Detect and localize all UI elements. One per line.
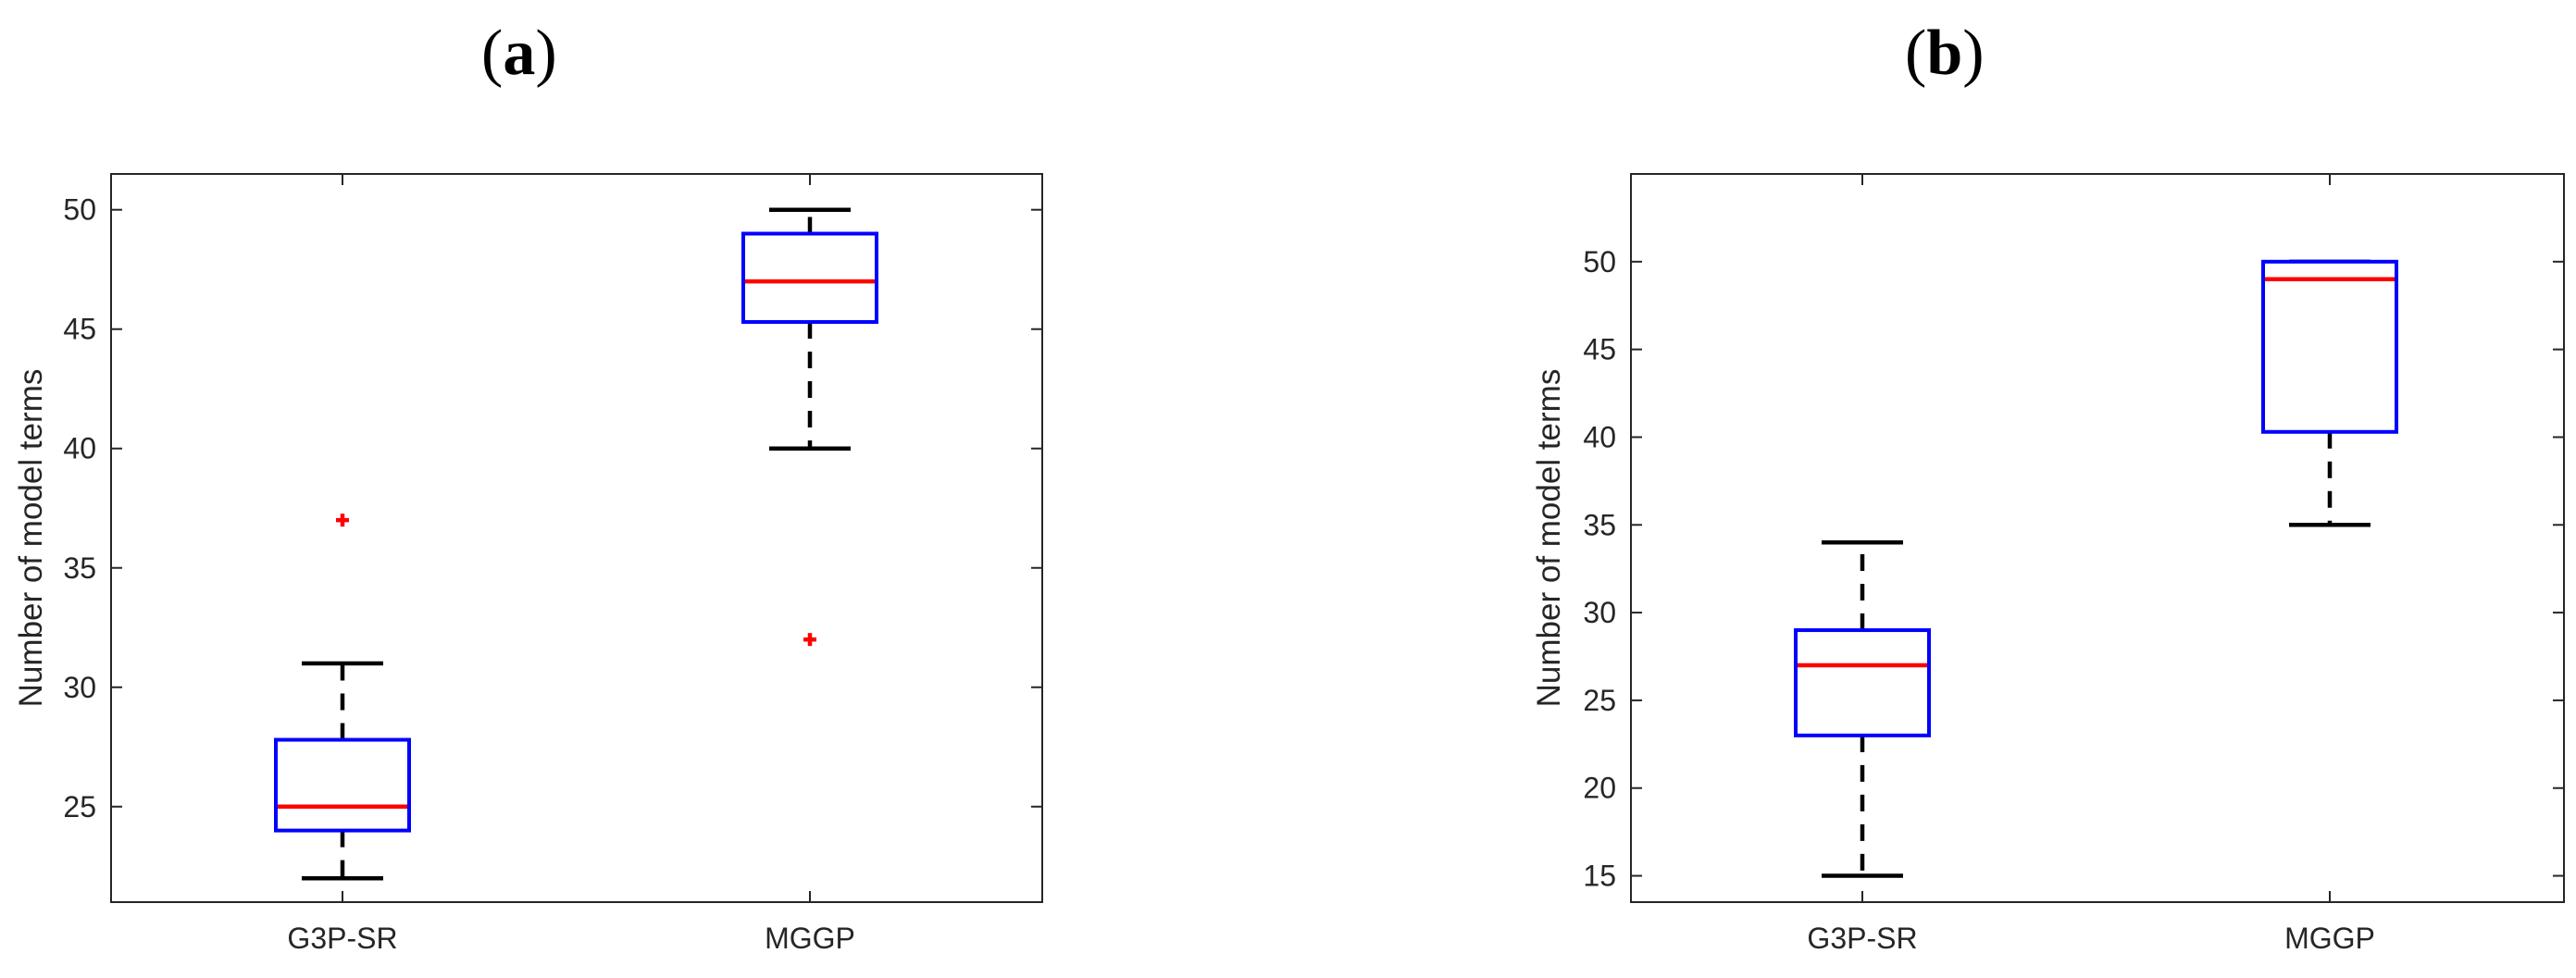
box-a-g3p-sr xyxy=(274,514,411,881)
plot-frame-a xyxy=(110,173,1043,903)
box-b-mggp xyxy=(2261,259,2398,527)
ytick-label-b: 30 xyxy=(1583,596,1616,629)
plot-frame-b xyxy=(1630,173,2565,903)
ytick-label-b: 20 xyxy=(1583,772,1616,805)
ytick-label-b: 15 xyxy=(1583,860,1616,893)
ytick-label-a: 25 xyxy=(63,790,96,823)
y-axis-label-a: Number of model terms xyxy=(13,369,49,708)
xtick-label-a: G3P-SR xyxy=(287,922,397,955)
plot-a: 25 30 35 40 45 50 G3P-SR MGGP Number of model te… xyxy=(13,173,1043,955)
ytick-label-a: 45 xyxy=(63,313,96,346)
ytick-label-b: 35 xyxy=(1583,508,1616,541)
ytick-label-b: 45 xyxy=(1583,333,1616,366)
ytick-label-a: 40 xyxy=(63,432,96,465)
panel-label-b-close: ) xyxy=(1962,18,1985,89)
ytick-label-b: 40 xyxy=(1583,420,1616,453)
box-a-mggp xyxy=(741,207,878,647)
y-axis-label-b: Number of model terms xyxy=(1531,369,1567,708)
iqr-box xyxy=(741,231,878,324)
ytick-label-a: 30 xyxy=(63,671,96,704)
box-b-g3p-sr xyxy=(1794,539,1931,878)
xtick-label-b: G3P-SR xyxy=(1807,922,1917,955)
panel-label-a-letter: a xyxy=(503,18,536,89)
ytick-label-a: 50 xyxy=(63,193,96,227)
ytick-label-a: 35 xyxy=(63,551,96,585)
iqr-box xyxy=(2261,259,2398,434)
panel-label-a: (a) xyxy=(481,17,557,91)
xtick-label-a: MGGP xyxy=(765,922,855,955)
ytick-label-b: 25 xyxy=(1583,684,1616,717)
panel-label-a-open: ( xyxy=(481,18,504,89)
panel-label-b-letter: b xyxy=(1926,18,1963,89)
outlier-marker xyxy=(803,633,816,647)
plot-b: 15 20 25 30 35 40 45 50 G3P-SR MGGP Number of mode… xyxy=(1531,173,2565,955)
ytick-label-b: 50 xyxy=(1583,245,1616,279)
xtick-label-b: MGGP xyxy=(2284,922,2375,955)
panel-label-a-close: ) xyxy=(535,18,557,89)
panel-label-b: (b) xyxy=(1905,17,1985,91)
outlier-marker xyxy=(336,514,349,527)
panel-label-b-open: ( xyxy=(1905,18,1927,89)
iqr-box xyxy=(274,737,411,833)
iqr-box xyxy=(1794,628,1931,737)
